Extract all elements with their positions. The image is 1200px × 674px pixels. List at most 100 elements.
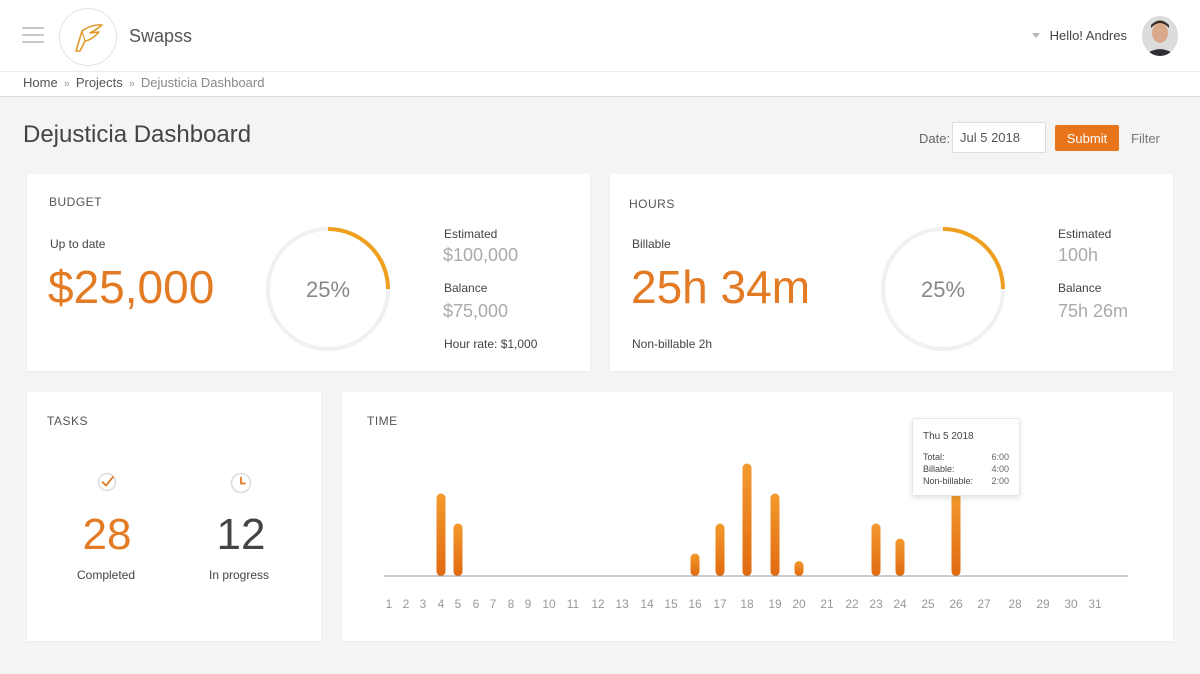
time-title: TIME	[367, 414, 398, 428]
budget-estimated-value: $100,000	[443, 245, 519, 265]
hours-percent: 25%	[920, 277, 966, 302]
x-tick-label: 20	[792, 597, 806, 611]
chart-bar-23[interactable]	[871, 523, 881, 577]
x-tick-label: 17	[713, 597, 727, 611]
user-menu[interactable]: Hello! Andres	[1031, 28, 1127, 43]
date-input[interactable]	[952, 122, 1046, 153]
budget-title: BUDGET	[49, 195, 103, 209]
top-bar: Swapss Hello! Andres	[0, 0, 1200, 72]
chart-bar-24[interactable]	[895, 538, 905, 577]
breadcrumb: Home » Projects » Dejusticia Dashboard	[0, 72, 1200, 97]
hours-estimated-value: 100h	[1058, 245, 1099, 265]
x-tick-label: 29	[1036, 597, 1050, 611]
hours-donut	[881, 227, 1005, 351]
tooltip-billable-value: 4:00	[991, 464, 1009, 474]
submit-button[interactable]: Submit	[1055, 125, 1119, 151]
x-tick-label: 12	[591, 597, 605, 611]
filter-link[interactable]: Filter	[1131, 131, 1160, 146]
chart-bar-19[interactable]	[770, 493, 780, 577]
tasks-card: TASKS 28 Completed 12 In progress	[27, 392, 321, 641]
in-progress-count: 12	[216, 510, 266, 559]
x-tick-label: 3	[420, 597, 427, 611]
tooltip-total-label: Total:	[923, 452, 945, 462]
chart-bar-18[interactable]	[742, 463, 752, 577]
chart-bar-5[interactable]	[453, 523, 463, 577]
breadcrumb-current: Dejusticia Dashboard	[140, 75, 265, 90]
x-tick-label: 1	[386, 597, 393, 611]
budget-card: BUDGET Up to date $25,000 25% Estimated …	[27, 174, 590, 371]
x-tick-label: 11	[567, 597, 580, 611]
date-label: Date:	[919, 131, 951, 146]
donut-progress	[881, 227, 1005, 351]
x-tick-label: 13	[615, 597, 629, 611]
menu-icon[interactable]	[22, 27, 44, 45]
hours-title: HOURS	[629, 197, 675, 211]
user-avatar-icon	[1142, 16, 1178, 56]
x-tick-label: 7	[490, 597, 497, 611]
app-name: Swapss	[129, 26, 193, 46]
chart-bar-20[interactable]	[794, 561, 804, 576]
chart-tooltip: Thu 5 2018 Total: 6:00 Billable: 4:00 Non-…	[912, 418, 1020, 496]
check-circle-icon	[97, 472, 117, 492]
hours-balance-value: 75h 26m	[1058, 301, 1129, 321]
breadcrumb-separator: »	[128, 78, 135, 90]
breadcrumb-home[interactable]: Home	[23, 75, 58, 90]
hours-balance-label: Balance	[1058, 281, 1102, 295]
breadcrumb-projects[interactable]: Projects	[75, 75, 123, 90]
x-tick-label: 14	[640, 597, 654, 611]
budget-estimated-label: Estimated	[444, 227, 498, 241]
tooltip-non-billable-value: 2:00	[991, 476, 1009, 486]
clock-icon	[230, 472, 252, 494]
hour-rate: Hour rate: $1,000	[444, 337, 538, 351]
x-tick-label: 9	[525, 597, 532, 611]
chart-bar-4[interactable]	[436, 493, 446, 577]
app-logo[interactable]	[59, 8, 117, 66]
time-card: TIME	[342, 392, 1173, 641]
logo-icon	[75, 24, 103, 52]
budget-percent: 25%	[305, 277, 351, 302]
x-tick-label: 27	[977, 597, 991, 611]
tooltip-title: Thu 5 2018	[923, 431, 974, 442]
page-title: Dejusticia Dashboard	[23, 121, 252, 148]
donut-progress	[266, 227, 390, 351]
non-billable: Non-billable 2h	[632, 337, 713, 351]
hours-card: HOURS Billable 25h 34m Non-billable 2h 2…	[610, 174, 1173, 371]
x-tick-label: 28	[1008, 597, 1022, 611]
x-tick-label: 26	[949, 597, 963, 611]
x-tick-label: 22	[845, 597, 859, 611]
x-tick-label: 16	[688, 597, 702, 611]
billable-label: Billable	[632, 237, 671, 251]
x-tick-label: 25	[921, 597, 935, 611]
chart-bar-26[interactable]	[951, 493, 961, 577]
up-to-date-value: $25,000	[48, 261, 215, 313]
avatar[interactable]	[1142, 16, 1178, 56]
x-tick-label: 4	[438, 597, 445, 611]
x-tick-label: 21	[820, 597, 834, 611]
x-tick-label: 18	[740, 597, 754, 611]
tooltip-non-billable-label: Non-billable:	[923, 476, 974, 486]
x-tick-label: 24	[893, 597, 907, 611]
user-greeting: Hello! Andres	[1049, 28, 1127, 43]
x-tick-label: 31	[1088, 597, 1102, 611]
budget-balance-label: Balance	[444, 281, 488, 295]
x-tick-label: 6	[473, 597, 480, 611]
x-tick-label: 10	[542, 597, 556, 611]
up-to-date-label: Up to date	[50, 237, 106, 251]
tooltip-billable-label: Billable:	[923, 464, 955, 474]
tooltip-total-value: 6:00	[991, 452, 1009, 462]
x-tick-label: 15	[664, 597, 678, 611]
x-tick-label: 23	[869, 597, 883, 611]
chart-bar-16[interactable]	[690, 553, 700, 577]
completed-count: 28	[82, 510, 132, 559]
in-progress-label: In progress	[208, 568, 270, 582]
billable-value: 25h 34m	[631, 261, 811, 313]
hours-estimated-label: Estimated	[1058, 227, 1112, 241]
x-tick-label: 8	[508, 597, 515, 611]
budget-donut	[266, 227, 390, 351]
x-tick-label: 19	[768, 597, 782, 611]
x-tick-label: 5	[455, 597, 462, 611]
budget-balance-value: $75,000	[443, 301, 509, 321]
chart-bar-17[interactable]	[715, 523, 725, 577]
x-tick-label: 30	[1064, 597, 1078, 611]
